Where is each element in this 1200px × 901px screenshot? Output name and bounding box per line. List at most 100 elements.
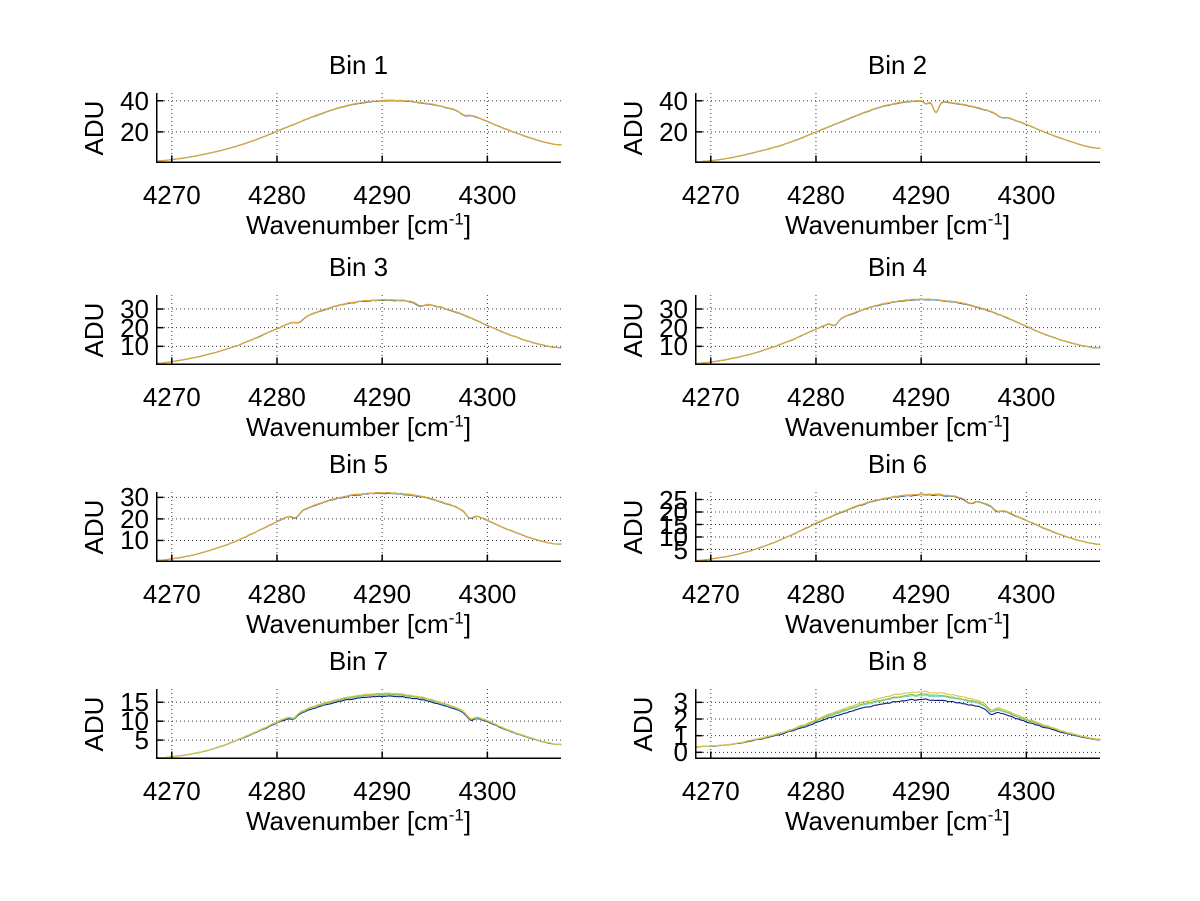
- ytick-label: 40: [120, 85, 149, 116]
- subplot-bin-1: [155, 93, 562, 163]
- xtick-label: 4270: [142, 180, 201, 210]
- title-bin-4: Bin 4: [867, 252, 928, 282]
- trace-cyan-bin-6: [694, 493, 1101, 562]
- plot-area-bin-8: [694, 689, 1101, 759]
- trace-orange-bin-4: [694, 298, 1101, 365]
- xlabel-bin-3: Wavenumber [cm-1]: [156, 411, 561, 442]
- title-bin-7: Bin 7: [328, 646, 389, 676]
- ytick-label: 10: [120, 525, 149, 556]
- subplot-bin-2: [695, 93, 1101, 163]
- xlabel-bracket: ]: [463, 806, 472, 836]
- plot-area-bin-5: [155, 491, 562, 562]
- xtick-label: 4290: [353, 579, 412, 609]
- trace-orange-bin-2: [695, 100, 1101, 163]
- xtick-label: 4290: [353, 776, 412, 806]
- trace-orange-bin-3: [155, 299, 562, 365]
- xtick-label: 4270: [681, 579, 740, 609]
- plot-area-bin-1: [155, 93, 562, 163]
- subplot-bin-5: [155, 491, 562, 562]
- xlabel-superscript: -1: [448, 805, 464, 825]
- plot-area-bin-4: [694, 295, 1101, 365]
- xlabel-bracket: ]: [1002, 210, 1011, 240]
- trace-navy-bin-6: [694, 494, 1101, 562]
- ytick-label: 20: [120, 312, 149, 343]
- ytick-label: 5: [673, 534, 688, 565]
- plot-area-bin-2: [695, 93, 1101, 163]
- trace-orange-bin-6: [694, 493, 1101, 562]
- xlabel-bracket: ]: [1002, 412, 1011, 442]
- xlabel-text: Wavenumber [cm: [784, 412, 988, 442]
- xtick-label: 4300: [458, 180, 517, 210]
- plot-area-bin-6: [694, 492, 1101, 562]
- xlabel-bin-5: Wavenumber [cm-1]: [156, 608, 561, 639]
- title-bin-8: Bin 8: [867, 646, 928, 676]
- subplot-bin-8: [694, 689, 1101, 759]
- xtick-label: 4280: [248, 776, 306, 806]
- xlabel-bin-1: Wavenumber [cm-1]: [156, 209, 561, 240]
- xlabel-bin-6: Wavenumber [cm-1]: [695, 609, 1100, 639]
- xlabel-bin-8: Wavenumber [cm-1]: [695, 805, 1100, 836]
- xlabel-bracket: ]: [463, 609, 472, 639]
- xlabel-bin-4: Wavenumber [cm-1]: [695, 411, 1100, 442]
- xlabel-bracket: ]: [463, 210, 472, 240]
- subplot-bin-4: [694, 295, 1101, 365]
- ytick-label: 30: [659, 294, 688, 324]
- xtick-label: 4280: [787, 579, 845, 609]
- ytick-label: 20: [120, 116, 149, 147]
- xtick-label: 4280: [787, 180, 845, 210]
- xlabel-bin-7: Wavenumber [cm-1]: [156, 805, 561, 836]
- trace-green-bin-6: [695, 493, 1101, 562]
- ytick-label: 20: [659, 312, 688, 343]
- xlabel-superscript: -1: [448, 608, 464, 628]
- ytick-label: 3: [673, 687, 688, 718]
- xtick-label: 4280: [248, 180, 306, 210]
- ytick-label: 40: [659, 85, 688, 116]
- xtick-label: 4290: [892, 382, 951, 412]
- trace-orange-bin-8: [694, 690, 1101, 748]
- xtick-label: 4270: [681, 776, 740, 806]
- xlabel-superscript: -1: [448, 411, 464, 431]
- xtick-label: 4300: [997, 382, 1056, 412]
- xtick-label: 4270: [681, 382, 740, 412]
- ytick-label: 10: [120, 331, 149, 362]
- xlabel-superscript: -1: [987, 411, 1003, 431]
- xlabel-bracket: ]: [1002, 609, 1011, 639]
- xtick-label: 4290: [353, 382, 412, 412]
- xtick-label: 4290: [892, 579, 951, 609]
- subplot-bin-7: [155, 689, 562, 759]
- ytick-label: 5: [134, 725, 149, 756]
- trace-orange-bin-1: [155, 99, 562, 162]
- xlabel-text: Wavenumber [cm: [245, 609, 449, 639]
- plot-area-bin-7: [155, 689, 562, 759]
- xlabel-text: Wavenumber [cm: [245, 412, 449, 442]
- xlabel-superscript: -1: [987, 805, 1003, 825]
- xtick-label: 4280: [787, 776, 845, 806]
- ytick-label: 1: [673, 720, 688, 751]
- ytick-label: 2: [673, 704, 688, 734]
- title-bin-5: Bin 5: [328, 449, 389, 479]
- xlabel-superscript: -1: [987, 209, 1003, 229]
- xtick-label: 4270: [681, 180, 740, 210]
- ytick-label: 30: [120, 294, 149, 324]
- xtick-label: 4290: [892, 776, 951, 806]
- xtick-label: 4280: [248, 382, 306, 412]
- trace-orange-bin-7: [156, 692, 562, 759]
- ytick-label: 15: [120, 687, 149, 718]
- trace-orange-bin-5: [155, 491, 562, 562]
- ytick-label: 0: [673, 737, 688, 768]
- title-bin-3: Bin 3: [328, 252, 389, 282]
- xlabel-text: Wavenumber [cm: [784, 806, 988, 836]
- xtick-label: 4270: [142, 579, 201, 609]
- xlabel-superscript: -1: [448, 209, 464, 229]
- ytick-label: 20: [659, 116, 688, 147]
- ytick-label: 10: [120, 706, 149, 737]
- xtick-label: 4290: [892, 180, 951, 210]
- xlabel-bracket: ]: [1002, 806, 1011, 836]
- ytick-label: 25: [659, 484, 688, 515]
- xtick-label: 4270: [142, 382, 201, 412]
- xtick-label: 4300: [997, 180, 1056, 210]
- xtick-label: 4280: [248, 579, 306, 609]
- ytick-label: 30: [120, 482, 149, 513]
- xtick-label: 4300: [997, 579, 1056, 609]
